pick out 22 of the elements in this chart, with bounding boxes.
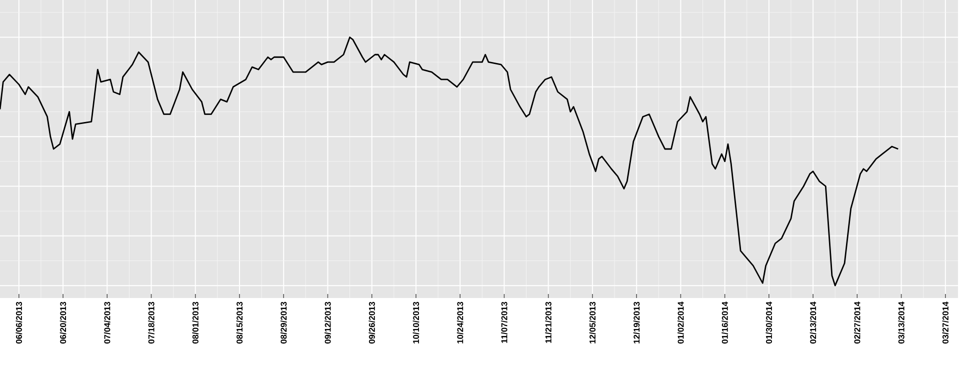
x-tick-label: 08/15/2013	[236, 302, 243, 344]
x-tick-label: 08/01/2013	[192, 302, 199, 344]
x-tick-label: 11/07/2013	[501, 302, 508, 343]
x-tick-label: 08/29/2013	[280, 302, 287, 344]
x-tick-label: 07/18/2013	[148, 302, 154, 344]
x-tick-label: 07/04/2013	[104, 302, 110, 344]
x-tick-label: 09/12/2013	[324, 302, 331, 344]
x-tick-label: 11/21/2013	[545, 302, 552, 343]
x-tick-label: 12/19/2013	[633, 302, 640, 344]
x-tick-label: 01/16/2014	[722, 302, 728, 344]
x-tick-label: 02/27/2014	[854, 302, 860, 344]
x-tick-label: 03/27/2014	[942, 302, 949, 344]
x-tick-label: 09/26/2013	[368, 302, 376, 344]
x-tick-label: 01/30/2014	[766, 302, 772, 344]
x-tick-label: 03/13/2014	[898, 302, 904, 344]
x-tick-label: 06/20/2013	[60, 302, 66, 344]
x-tick-label: 12/05/2013	[589, 302, 596, 344]
x-tick-label: 02/13/2014	[810, 302, 816, 344]
x-tick-label: 10/24/2013	[456, 302, 464, 344]
x-tick-label: 01/02/2014	[678, 302, 684, 344]
x-tick-label: 06/06/2013	[16, 302, 22, 344]
x-tick-label: 10/10/2013	[412, 302, 420, 344]
